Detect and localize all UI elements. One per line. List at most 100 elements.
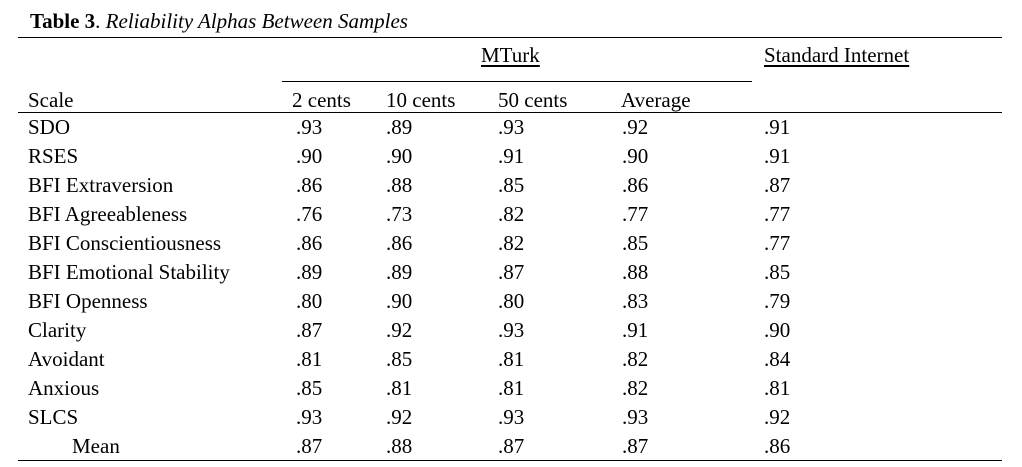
cell-10cents: .88 <box>386 173 413 197</box>
cell-50cents: .85 <box>498 173 525 197</box>
cell-standard-internet: .79 <box>764 289 791 313</box>
cell-10cents: .89 <box>386 115 413 139</box>
header-rule <box>18 112 1002 113</box>
row-scale-label: SDO <box>28 115 71 139</box>
cell-50cents: .80 <box>498 289 525 313</box>
cell-average: .82 <box>622 347 649 371</box>
cell-average: .85 <box>622 231 649 255</box>
cell-average: .88 <box>622 260 649 284</box>
row-scale-label: RSES <box>28 144 79 168</box>
cell-average: .90 <box>622 144 649 168</box>
row-scale-label: BFI Conscientiousness <box>28 231 222 255</box>
table-row: BFI Agreeableness .76 .73 .82 .77 .77 <box>0 200 1022 229</box>
cell-2cents: .89 <box>296 260 323 284</box>
cell-2cents: .90 <box>296 144 323 168</box>
table-row: Avoidant .81 .85 .81 .82 .84 <box>0 345 1022 374</box>
cell-2cents: .86 <box>296 231 323 255</box>
cell-50cents: .91 <box>498 144 525 168</box>
cell-standard-internet: .85 <box>764 260 791 284</box>
table-row: BFI Openness .80 .90 .80 .83 .79 <box>0 287 1022 316</box>
cell-average: .91 <box>622 318 649 342</box>
cell-10cents: .73 <box>386 202 413 226</box>
table-row: RSES .90 .90 .91 .90 .91 <box>0 142 1022 171</box>
cell-2cents: .86 <box>296 173 323 197</box>
cell-standard-internet: .77 <box>764 231 791 255</box>
cell-50cents: .82 <box>498 231 525 255</box>
cell-average: .77 <box>622 202 649 226</box>
row-scale-label: Anxious <box>28 376 100 400</box>
cell-10cents: .86 <box>386 231 413 255</box>
row-scale-label: Clarity <box>28 318 87 342</box>
row-scale-label: BFI Extraversion <box>28 173 174 197</box>
cell-50cents: .93 <box>498 405 525 429</box>
cell-10cents: .88 <box>386 434 413 458</box>
cell-50cents: .93 <box>498 318 525 342</box>
cell-average: .86 <box>622 173 649 197</box>
caption-separator: . <box>95 9 106 33</box>
table-caption: Table 3. Reliability Alphas Between Samp… <box>30 9 408 33</box>
cell-2cents: .87 <box>296 434 323 458</box>
cell-standard-internet: .91 <box>764 144 791 168</box>
cell-standard-internet: .91 <box>764 115 791 139</box>
cell-standard-internet: .86 <box>764 434 791 458</box>
mturk-group-header: MTurk <box>481 43 540 67</box>
cell-standard-internet: .90 <box>764 318 791 342</box>
cell-50cents: .87 <box>498 434 525 458</box>
standard-internet-header: Standard Internet <box>764 43 910 67</box>
table-row: Mean .87 .88 .87 .87 .86 <box>0 432 1022 461</box>
row-scale-label: SLCS <box>28 405 79 429</box>
table-row: Clarity .87 .92 .93 .91 .90 <box>0 316 1022 345</box>
cell-10cents: .92 <box>386 405 413 429</box>
cell-standard-internet: .87 <box>764 173 791 197</box>
row-scale-label: BFI Openness <box>28 289 148 313</box>
cell-10cents: .85 <box>386 347 413 371</box>
cell-50cents: .87 <box>498 260 525 284</box>
table-row: SLCS .93 .92 .93 .93 .92 <box>0 403 1022 432</box>
row-scale-label: BFI Emotional Stability <box>28 260 230 284</box>
table-row: SDO .93 .89 .93 .92 .91 <box>0 113 1022 142</box>
table-title: Reliability Alphas Between Samples <box>105 9 408 33</box>
cell-standard-internet: .84 <box>764 347 791 371</box>
cell-2cents: .80 <box>296 289 323 313</box>
cell-average: .82 <box>622 376 649 400</box>
row-scale-label: BFI Agreeableness <box>28 202 188 226</box>
cell-2cents: .81 <box>296 347 323 371</box>
table-number: Table 3 <box>30 9 96 33</box>
cell-2cents: .76 <box>296 202 323 226</box>
cell-50cents: .81 <box>498 347 525 371</box>
table-row: BFI Extraversion .86 .88 .85 .86 .87 <box>0 171 1022 200</box>
col-2cents-header: 2 cents <box>292 88 351 112</box>
col-10cents-header: 10 cents <box>386 88 456 112</box>
cell-standard-internet: .92 <box>764 405 791 429</box>
col-50cents-header: 50 cents <box>498 88 568 112</box>
cell-2cents: .85 <box>296 376 323 400</box>
cell-average: .92 <box>622 115 649 139</box>
cell-10cents: .90 <box>386 144 413 168</box>
cell-2cents: .93 <box>296 115 323 139</box>
cell-standard-internet: .77 <box>764 202 791 226</box>
cell-10cents: .89 <box>386 260 413 284</box>
cell-standard-internet: .81 <box>764 376 791 400</box>
cell-50cents: .93 <box>498 115 525 139</box>
scale-column-header: Scale <box>28 88 74 112</box>
cell-2cents: .87 <box>296 318 323 342</box>
row-scale-label: Mean <box>72 434 120 458</box>
cell-average: .93 <box>622 405 649 429</box>
table-row: Anxious .85 .81 .81 .82 .81 <box>0 374 1022 403</box>
cell-10cents: .90 <box>386 289 413 313</box>
row-scale-label: Avoidant <box>28 347 105 371</box>
table-row: BFI Emotional Stability .89 .89 .87 .88 .85 <box>0 258 1022 287</box>
cell-2cents: .93 <box>296 405 323 429</box>
mturk-span-rule <box>282 81 752 82</box>
col-average-header: Average <box>621 88 691 112</box>
cell-average: .83 <box>622 289 649 313</box>
cell-average: .87 <box>622 434 649 458</box>
cell-50cents: .82 <box>498 202 525 226</box>
cell-10cents: .81 <box>386 376 413 400</box>
table-row: BFI Conscientiousness .86 .86 .82 .85 .77 <box>0 229 1022 258</box>
bottom-rule <box>18 460 1002 461</box>
cell-10cents: .92 <box>386 318 413 342</box>
top-rule <box>18 37 1002 38</box>
cell-50cents: .81 <box>498 376 525 400</box>
